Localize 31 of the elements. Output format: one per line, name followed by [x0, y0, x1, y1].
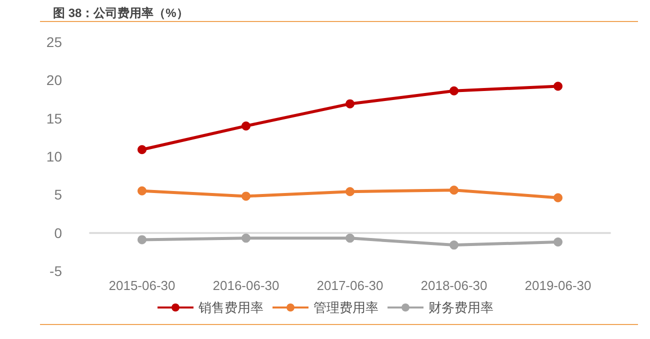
point	[138, 186, 146, 196]
legend-label: 销售费用率	[198, 300, 264, 315]
point	[554, 237, 562, 246]
y-tick-label: 0	[54, 224, 62, 241]
y-tick-label: -5	[50, 263, 62, 279]
point	[242, 121, 250, 130]
x-tick-label: 2016-06-30	[212, 278, 280, 293]
point	[554, 193, 562, 202]
point	[450, 240, 458, 250]
x-tick-label: 2017-06-30	[316, 278, 384, 293]
legend-label: 财务费用率	[428, 300, 494, 315]
legend-label: 管理费用率	[314, 300, 378, 315]
y-tick-label: 20	[46, 72, 62, 88]
point	[138, 145, 146, 154]
y-tick-label: 5	[54, 186, 62, 203]
x-tick-label: 2018-06-30	[420, 278, 488, 293]
point	[554, 82, 562, 91]
chart-title: 图 38：公司费用率（%）	[53, 6, 188, 20]
point	[138, 235, 146, 244]
y-tick-label: 10	[46, 148, 62, 164]
point	[346, 99, 354, 108]
point	[346, 234, 354, 243]
point	[450, 86, 458, 96]
y-tick-label: 25	[46, 34, 62, 50]
y-tick-label: 15	[46, 110, 62, 126]
point	[346, 187, 354, 196]
x-tick-label: 2015-06-30	[108, 278, 176, 293]
point	[242, 192, 250, 201]
point	[242, 234, 250, 243]
point	[450, 186, 458, 195]
x-tick-label: 2019-06-30	[524, 278, 592, 293]
